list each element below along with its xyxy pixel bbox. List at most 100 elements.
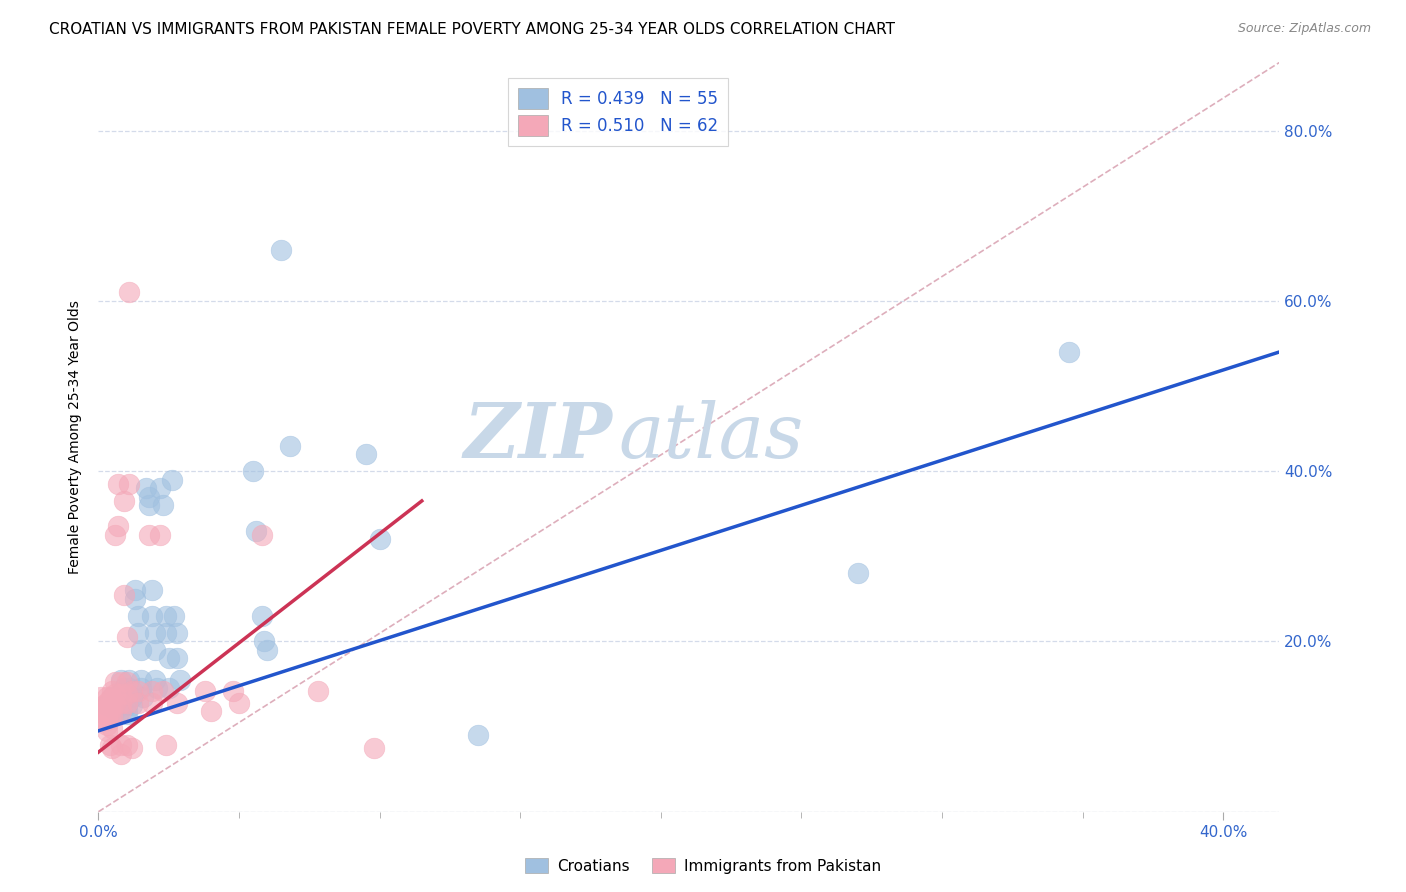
Point [143,643,166,657]
Point [141,608,163,623]
Point [141,583,163,598]
Point [98,711,121,725]
Point [467,728,489,742]
Point [155,626,177,640]
Point [155,739,177,753]
Point [96,723,118,738]
Point [163,608,186,623]
Point [104,702,127,716]
Point [96,701,118,715]
Point [228,696,250,710]
Point [96,696,118,710]
Y-axis label: Female Poverty Among 25-34 Year Olds: Female Poverty Among 25-34 Year Olds [67,300,82,574]
Point [155,608,177,623]
Point [101,721,124,735]
Point [101,683,124,698]
Text: CROATIAN VS IMMIGRANTS FROM PAKISTAN FEMALE POVERTY AMONG 25-34 YEAR OLDS CORREL: CROATIAN VS IMMIGRANTS FROM PAKISTAN FEM… [49,22,896,37]
Point [245,524,267,538]
Text: ZIP: ZIP [464,401,612,474]
Point [124,583,146,598]
Point [124,591,146,606]
Point [127,683,149,698]
Point [93,702,115,716]
Point [121,698,143,713]
Point [141,683,163,698]
Point [138,528,160,542]
Point [96,706,118,721]
Point [112,494,135,508]
Point [141,696,163,710]
Point [110,747,132,761]
Point [115,702,138,716]
Point [101,692,124,706]
Point [93,698,115,713]
Point [121,690,143,704]
Point [157,681,180,696]
Point [270,243,292,257]
Point [129,681,152,696]
Point [115,706,138,721]
Point [115,739,138,753]
Point [104,696,127,710]
Point [96,690,118,704]
Point [127,696,149,710]
Point [146,681,169,696]
Point [110,704,132,718]
Text: atlas: atlas [619,401,803,474]
Point [135,481,157,495]
Point [127,626,149,640]
Point [152,498,174,512]
Point [354,447,377,461]
Point [127,608,149,623]
Point [194,683,217,698]
Point [242,464,264,478]
Point [121,683,143,698]
Point [166,696,188,710]
Point [98,692,121,706]
Point [115,696,138,710]
Point [110,687,132,701]
Point [149,528,172,542]
Point [101,701,124,715]
Point [253,634,276,648]
Point [118,681,141,696]
Point [143,673,166,687]
Point [169,673,191,687]
Point [104,687,127,701]
Point [278,439,301,453]
Text: Source: ZipAtlas.com: Source: ZipAtlas.com [1237,22,1371,36]
Point [110,696,132,710]
Point [200,704,222,718]
Point [166,651,188,665]
Point [98,739,121,753]
Point [96,718,118,732]
Point [368,533,391,547]
Point [107,519,129,533]
Point [112,588,135,602]
Point [250,528,273,542]
Point [101,690,124,704]
Point [115,630,138,644]
Point [112,681,135,696]
Point [93,713,115,727]
Point [222,683,245,698]
Point [107,706,129,721]
Point [115,698,138,713]
Point [115,687,138,701]
Point [129,673,152,687]
Point [157,651,180,665]
Point [104,675,127,690]
Legend: R = 0.439   N = 55, R = 0.510   N = 62: R = 0.439 N = 55, R = 0.510 N = 62 [508,78,728,145]
Point [90,690,112,704]
Point [307,683,329,698]
Point [250,608,273,623]
Point [1057,345,1080,359]
Point [110,673,132,687]
Point [96,698,118,713]
Point [110,675,132,690]
Point [101,709,124,723]
Legend: Croatians, Immigrants from Pakistan: Croatians, Immigrants from Pakistan [519,852,887,880]
Point [363,740,385,755]
Point [104,694,127,708]
Point [166,626,188,640]
